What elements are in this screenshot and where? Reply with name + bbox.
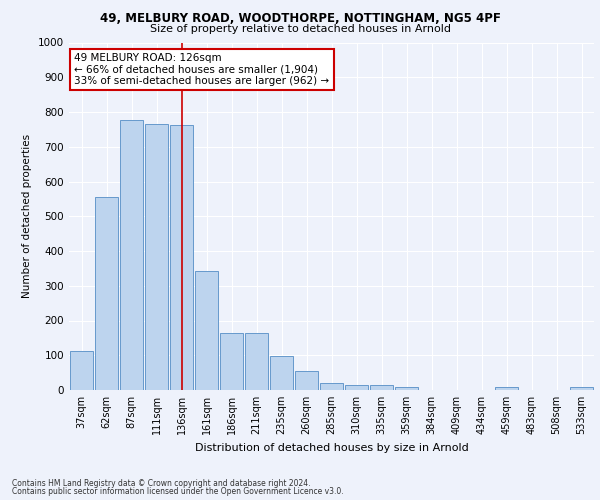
Bar <box>295 371 319 390</box>
Bar <box>269 356 293 390</box>
Bar <box>119 120 143 390</box>
Text: 49, MELBURY ROAD, WOODTHORPE, NOTTINGHAM, NG5 4PF: 49, MELBURY ROAD, WOODTHORPE, NOTTINGHAM… <box>100 12 500 26</box>
X-axis label: Distribution of detached houses by size in Arnold: Distribution of detached houses by size … <box>194 442 469 452</box>
Y-axis label: Number of detached properties: Number of detached properties <box>22 134 32 298</box>
Bar <box>344 385 368 390</box>
Bar <box>95 197 118 390</box>
Bar <box>320 383 343 390</box>
Bar <box>194 271 218 390</box>
Bar <box>370 386 394 390</box>
Text: Contains HM Land Registry data © Crown copyright and database right 2024.: Contains HM Land Registry data © Crown c… <box>12 478 311 488</box>
Bar <box>569 386 593 390</box>
Bar <box>70 351 94 390</box>
Text: 49 MELBURY ROAD: 126sqm
← 66% of detached houses are smaller (1,904)
33% of semi: 49 MELBURY ROAD: 126sqm ← 66% of detache… <box>74 53 329 86</box>
Bar <box>395 386 418 390</box>
Bar <box>170 125 193 390</box>
Bar <box>245 334 268 390</box>
Text: Contains public sector information licensed under the Open Government Licence v3: Contains public sector information licen… <box>12 487 344 496</box>
Bar <box>220 334 244 390</box>
Bar <box>145 124 169 390</box>
Text: Size of property relative to detached houses in Arnold: Size of property relative to detached ho… <box>149 24 451 34</box>
Bar <box>494 386 518 390</box>
